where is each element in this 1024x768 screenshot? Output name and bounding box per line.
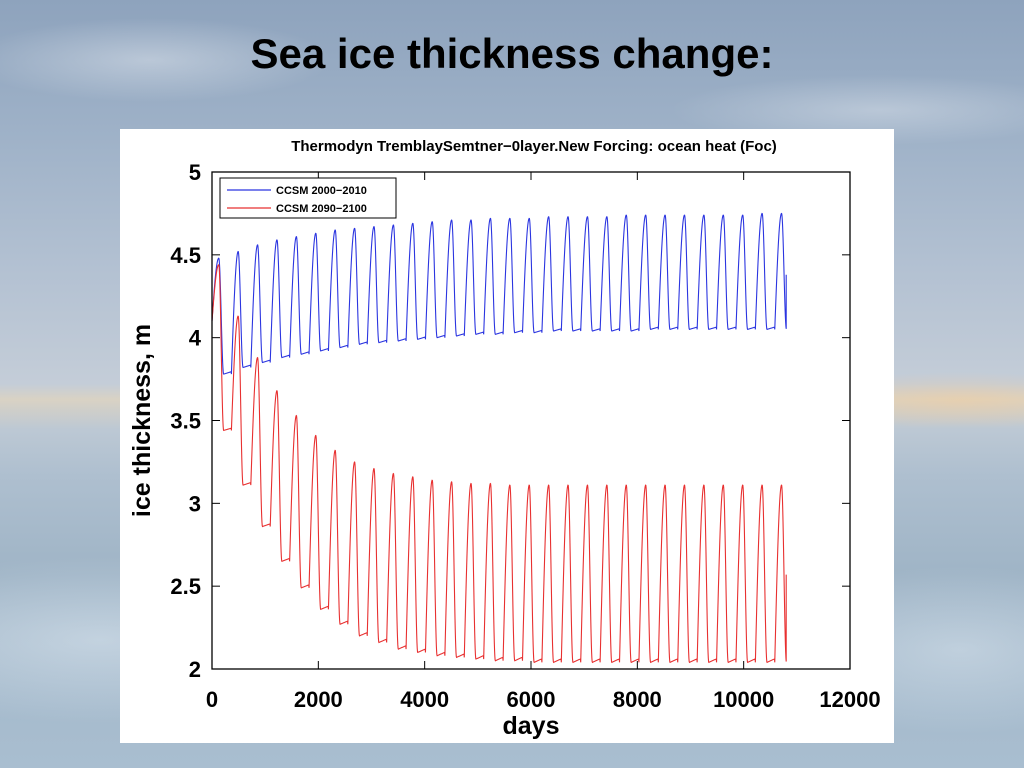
x-tick-label: 2000 — [294, 687, 343, 712]
legend-label-series-2: CCSM 2090−2100 — [276, 203, 367, 215]
x-tick-label: 8000 — [613, 687, 662, 712]
y-tick-label: 2.5 — [170, 574, 201, 599]
y-tick-label: 5 — [189, 160, 201, 185]
x-tick-label: 4000 — [400, 687, 449, 712]
legend-label-series-1: CCSM 2000−2010 — [276, 185, 367, 197]
x-axis-label: days — [503, 712, 560, 740]
ticks-layer: 0 2000 4000 6000 8000 10000 12000 2 2.5 3 3.5 4 4.5 5 — [170, 160, 880, 712]
y-tick-label: 3.5 — [170, 409, 201, 434]
y-tick-label: 3 — [189, 491, 201, 516]
ice-thickness-chart: Thermodyn TremblaySemtner−0layer.New For… — [128, 138, 881, 740]
series-layer — [211, 212, 787, 664]
y-tick-label: 4.5 — [170, 243, 201, 268]
chart-panel: Thermodyn TremblaySemtner−0layer.New For… — [120, 129, 894, 743]
series-line-2 — [211, 264, 787, 664]
y-tick-label: 4 — [189, 326, 202, 351]
x-tick-label: 6000 — [507, 687, 556, 712]
y-axis-label: ice thickness, m — [128, 324, 156, 517]
series-line-1 — [211, 212, 787, 375]
slide-title: Sea ice thickness change: — [250, 30, 774, 77]
legend-box — [219, 177, 397, 219]
y-tick-label: 2 — [189, 657, 201, 682]
x-tick-label: 10000 — [713, 687, 774, 712]
chart-title: Thermodyn TremblaySemtner−0layer.New For… — [291, 138, 777, 155]
x-tick-label: 12000 — [819, 687, 880, 712]
legend: CCSM 2000−2010 CCSM 2090−2100 — [219, 177, 397, 219]
x-tick-label: 0 — [206, 687, 218, 712]
